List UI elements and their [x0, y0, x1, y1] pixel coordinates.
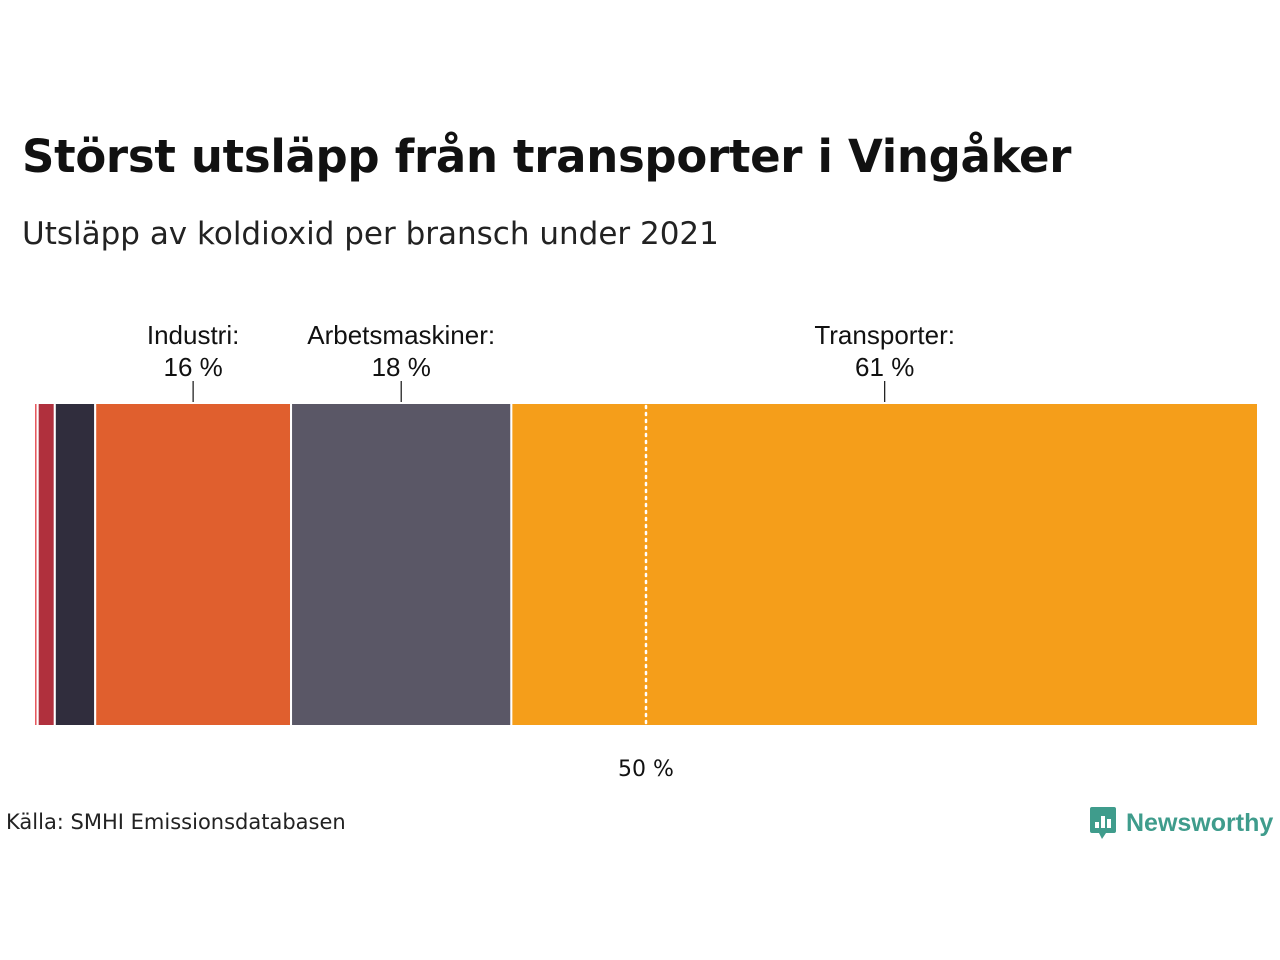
reference-line-label: 50 %: [618, 757, 674, 782]
bar-segment-4: [290, 402, 513, 727]
segment-annotations: Industri:16 % Arbetsmaskiner:18 % Transpor…: [147, 320, 955, 402]
bar-segment-3: [94, 402, 293, 727]
bar-segment-2: [53, 402, 97, 727]
chart-subtitle: Utsläpp av koldioxid per bransch under 2…: [22, 216, 719, 252]
newsworthy-logo: Newsworthy: [1088, 804, 1273, 842]
bar-segment-1: [36, 402, 56, 727]
bar-segments: [33, 402, 1259, 727]
reference-line-group: 50 %: [618, 404, 674, 782]
bar-segment-5: [510, 402, 1259, 727]
newsworthy-logo-icon: [1090, 807, 1116, 839]
segment-label-3: Industri:: [147, 320, 240, 350]
segment-value-label-5: 61 %: [855, 352, 914, 382]
segment-value-label-4: 18 %: [372, 352, 431, 382]
segment-label-4: Arbetsmaskiner:: [307, 320, 495, 350]
segment-value-label-3: 16 %: [163, 352, 222, 382]
segment-label-5: Transporter:: [814, 320, 955, 350]
source-note: Källa: SMHI Emissionsdatabasen: [6, 810, 346, 834]
brand-name: Newsworthy: [1126, 808, 1274, 837]
chart-title: Störst utsläpp från transporter i Vingåk…: [22, 130, 1072, 183]
stacked-bar-chart: Industri:16 % Arbetsmaskiner:18 % Transpor…: [33, 320, 1259, 782]
